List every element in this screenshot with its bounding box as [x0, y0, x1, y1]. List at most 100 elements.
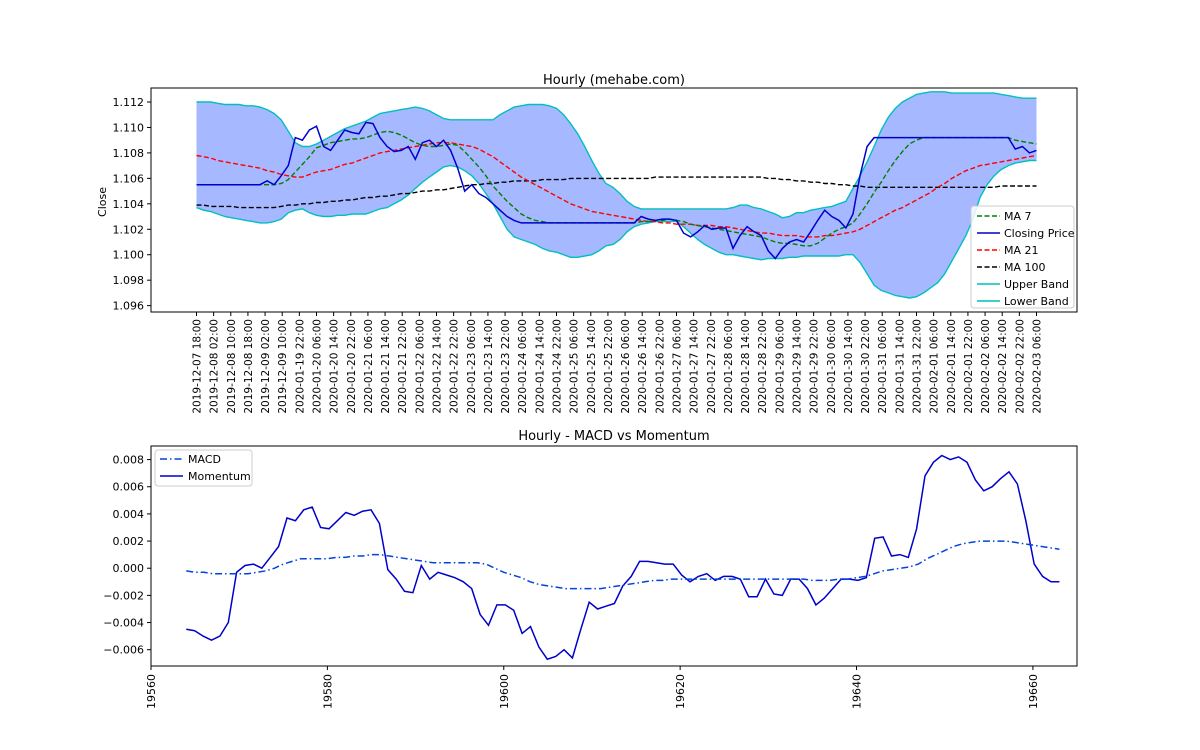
x-tick-label: 2020-01-28 14:00: [740, 319, 752, 414]
x-tick-label: 2020-02-01 14:00: [946, 319, 958, 414]
x-tick-label: 2019-12-07 18:00: [192, 319, 204, 414]
x-tick-label: 2020-01-29 22:00: [809, 319, 821, 414]
x-tick-label: 2020-01-30 14:00: [843, 319, 855, 414]
y-tick-label: −0.004: [103, 617, 144, 630]
price-chart: Hourly (mehabe.com) Close 1.096 1.098 1.10…: [96, 73, 1078, 414]
x-tick-label: 2020-01-28 22:00: [757, 319, 769, 414]
x-tick-label: 2020-01-26 22:00: [654, 319, 666, 414]
y-tick-label: 0.006: [113, 481, 145, 494]
x-tick-label: 2020-01-31 14:00: [894, 319, 906, 414]
price-chart-series: [196, 91, 1037, 299]
y-tick-label: 0.008: [113, 454, 145, 467]
x-tick-label: 2020-02-01 22:00: [963, 319, 975, 414]
x-tick-label: 2020-01-23 22:00: [500, 319, 512, 414]
x-tick-label: 2020-01-24 22:00: [552, 319, 564, 414]
price-chart-ylabel: Close: [96, 187, 109, 217]
y-tick-label: 1.100: [113, 249, 145, 262]
x-tick-label: 2020-02-02 06:00: [980, 319, 992, 414]
x-tick-label: 2020-01-25 22:00: [603, 319, 615, 414]
x-tick-label: 2019-12-09 10:00: [277, 319, 289, 414]
x-tick-label: 2020-02-03 06:00: [1032, 319, 1044, 414]
x-tick-label: 2020-01-27 22:00: [706, 319, 718, 414]
x-tick-label: 2020-01-29 14:00: [792, 319, 804, 414]
x-tick-label: 2019-12-08 02:00: [209, 319, 221, 414]
price-chart-title: Hourly (mehabe.com): [543, 73, 685, 88]
y-tick-label: 1.108: [113, 147, 145, 160]
series-line-momentum: [186, 454, 1060, 661]
x-tick-label: 2020-01-30 06:00: [826, 319, 838, 414]
series-line-upper-band: [196, 91, 1037, 219]
legend-label-ma-7: MA 7: [1004, 210, 1032, 223]
x-tick-label: 2020-01-30 22:00: [860, 319, 872, 414]
x-tick-label: 2020-01-19 22:00: [294, 319, 306, 414]
price-chart-frame: [150, 87, 1078, 313]
y-tick-label: 1.104: [113, 198, 145, 211]
x-tick-label: 2020-02-02 22:00: [1014, 319, 1026, 414]
macd-chart-legend: MACD Momentum: [154, 449, 253, 487]
bollinger-band-fill: [196, 91, 1037, 298]
x-tick-label: 2020-01-29 06:00: [774, 319, 786, 414]
x-tick-label: 2020-01-26 14:00: [637, 319, 649, 414]
price-chart-legend: MA 7 Closing Price MA 21 MA 100 Upper Band Lo…: [970, 205, 1075, 309]
series-line-macd: [186, 540, 1060, 590]
y-tick-label: −0.006: [103, 644, 144, 657]
legend-box: [970, 205, 1075, 309]
legend-label-closing-price: Closing Price: [1004, 227, 1075, 240]
x-tick-label: 2020-01-25 14:00: [586, 319, 598, 414]
x-tick-label: 2020-01-25 06:00: [569, 319, 581, 414]
x-tick-label: 19580: [321, 674, 334, 709]
x-tick-label: 2020-01-27 06:00: [672, 319, 684, 414]
x-tick-label: 2020-01-20 14:00: [329, 319, 341, 414]
macd-chart-y-axis: −0.006 −0.004 −0.002 0.000 0.002 0.004 0.006 0.…: [103, 454, 151, 657]
x-tick-label: 19560: [145, 674, 158, 709]
x-tick-label: 2020-02-02 14:00: [997, 319, 1009, 414]
x-tick-label: 2020-01-22 14:00: [432, 319, 444, 414]
y-tick-label: 1.110: [113, 121, 145, 134]
y-tick-label: 1.096: [113, 300, 145, 313]
x-tick-label: 2020-02-01 06:00: [929, 319, 941, 414]
macd-chart-title: Hourly - MACD vs Momentum: [518, 429, 709, 444]
x-tick-label: 2020-01-21 14:00: [380, 319, 392, 414]
macd-chart-series: [186, 454, 1060, 661]
x-tick-label: 19660: [1027, 674, 1040, 709]
x-tick-label: 2020-01-21 22:00: [397, 319, 409, 414]
x-tick-label: 2020-01-22 06:00: [414, 319, 426, 414]
legend-label-momentum: Momentum: [188, 470, 251, 483]
x-tick-label: 2020-01-24 06:00: [517, 319, 529, 414]
x-tick-label: 2020-01-27 14:00: [689, 319, 701, 414]
x-tick-label: 2020-01-23 06:00: [466, 319, 478, 414]
y-tick-label: 1.102: [113, 223, 145, 236]
y-tick-label: −0.002: [103, 589, 144, 602]
macd-chart-frame: [150, 445, 1078, 667]
x-tick-label: 2020-01-20 06:00: [312, 319, 324, 414]
legend-label-macd: MACD: [188, 453, 221, 466]
x-tick-label: 2020-01-21 06:00: [363, 319, 375, 414]
y-tick-label: 1.112: [113, 96, 145, 109]
legend-label-ma-100: MA 100: [1004, 261, 1046, 274]
y-tick-label: 0.002: [113, 535, 145, 548]
macd-momentum-chart: Hourly - MACD vs Momentum −0.006−0.004−0…: [103, 429, 1078, 709]
price-chart-y-axis: 1.096 1.098 1.100 1.102 1.104 1.106 1.108 1.110…: [113, 96, 151, 313]
y-tick-label: 0.004: [113, 508, 145, 521]
y-tick-label: 0.000: [113, 562, 145, 575]
series-line-ma-21: [196, 141, 1037, 238]
x-tick-label: 19600: [498, 674, 511, 709]
x-tick-label: 2020-01-24 14:00: [534, 319, 546, 414]
x-tick-label: 2020-01-31 22:00: [912, 319, 924, 414]
x-tick-label: 2019-12-08 18:00: [243, 319, 255, 414]
x-tick-label: 2020-01-23 14:00: [483, 319, 495, 414]
macd-chart-x-axis: 19560 19580 19600 19620 19640 19660: [145, 666, 1040, 709]
legend-label-lower-band: Lower Band: [1004, 295, 1069, 308]
x-tick-label: 2019-12-08 10:00: [226, 319, 238, 414]
series-line-lower-band: [196, 159, 1037, 299]
bollinger-band-area: [196, 91, 1037, 298]
y-tick-label: 1.106: [113, 172, 145, 185]
x-tick-label: 19620: [674, 674, 687, 709]
x-tick-label: 2020-01-22 22:00: [449, 319, 461, 414]
legend-label-upper-band: Upper Band: [1004, 278, 1069, 291]
x-tick-label: 2020-01-26 06:00: [620, 319, 632, 414]
x-tick-label: 2019-12-09 02:00: [260, 319, 272, 414]
series-line-closing-price: [196, 121, 1037, 260]
x-tick-label: 2020-01-20 22:00: [346, 319, 358, 414]
